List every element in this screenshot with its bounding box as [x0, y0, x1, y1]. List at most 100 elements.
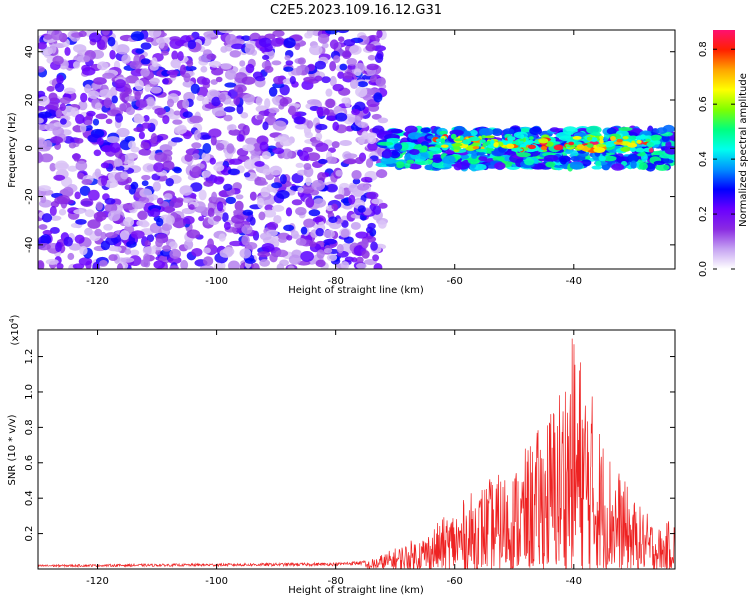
heatmap-cell [102, 72, 115, 79]
heatmap-cell [529, 126, 542, 136]
heatmap-cell [653, 150, 664, 156]
heatmap-cell [373, 263, 383, 269]
heatmap-cell [40, 234, 52, 245]
heatmap-cell [138, 131, 146, 140]
heatmap-cell [211, 191, 218, 203]
heatmap-cell [262, 209, 277, 218]
heatmap-cell [162, 78, 169, 85]
heatmap-cell [341, 220, 349, 228]
heatmap-cell [543, 154, 559, 162]
heatmap-cell [317, 33, 330, 44]
heatmap-cell [636, 139, 642, 144]
heatmap-cell [114, 246, 122, 253]
heatmap-cell [377, 117, 389, 124]
heatmap-cell [420, 127, 431, 134]
heatmap-cell [150, 86, 162, 94]
heatmap-cell [38, 105, 46, 112]
heatmap-cell [93, 149, 102, 157]
heatmap-cell [156, 197, 164, 205]
heatmap-cell [84, 84, 92, 94]
heatmap-cell [270, 37, 284, 47]
colorbar-tick-label: 0.0 [698, 261, 709, 277]
heatmap-cell [630, 160, 637, 169]
heatmap-cell [328, 216, 338, 224]
heatmap-cell [329, 39, 339, 50]
heatmap-cell [351, 108, 360, 116]
heatmap-cell [374, 53, 384, 64]
heatmap-cell [315, 132, 323, 141]
colorbar: 0.0 0.2 0.4 0.6 0.8 Normalized spectral ampl… [698, 30, 749, 277]
heatmap-cell [420, 141, 429, 147]
heatmap-cell [444, 150, 455, 155]
heatmap-cell [264, 98, 271, 109]
y-tick-label: 40 [24, 45, 35, 58]
heatmap-cell [468, 136, 481, 142]
heatmap-cell [231, 43, 245, 50]
heatmap-cell [49, 162, 57, 172]
snr-panel: -120 -100 -80 -60 -40 0.2 0.4 0.6 0.8 1.0 1.2 Heig… [7, 314, 676, 596]
heatmap-cell [272, 120, 287, 131]
heatmap-cell [297, 57, 306, 65]
heatmap-cell [357, 81, 369, 88]
x-tick-label: -40 [566, 276, 582, 287]
heatmap-cell [257, 197, 265, 209]
heatmap-cell [213, 215, 222, 222]
heatmap-cell [305, 177, 312, 186]
heatmap-cell [289, 76, 296, 85]
heatmap-cell [116, 263, 123, 269]
heatmap-cell [183, 72, 191, 83]
heatmap-cell [323, 248, 333, 254]
heatmap-cell [329, 75, 337, 87]
heatmap-cell [254, 161, 265, 167]
heatmap-cell [326, 254, 338, 262]
heatmap-cell [650, 134, 662, 141]
heatmap-cell [105, 118, 113, 125]
heatmap-cell [586, 125, 602, 135]
heatmap-cell [73, 209, 85, 215]
heatmap-cell [580, 159, 592, 167]
heatmap-cell [210, 135, 217, 146]
heatmap-cell [55, 109, 63, 118]
heatmap-cell [179, 185, 193, 196]
heatmap-cell [545, 141, 554, 147]
heatmap-cell [323, 238, 337, 245]
heatmap-cell [166, 69, 179, 75]
heatmap-cell [83, 55, 91, 63]
heatmap-cell [467, 156, 481, 165]
heatmap-cell [157, 174, 168, 182]
heatmap-cell [516, 152, 531, 158]
heatmap-cell [181, 197, 194, 203]
heatmap-cell [136, 220, 143, 227]
heatmap-cell [638, 162, 648, 171]
heatmap-cell [104, 198, 116, 205]
heatmap-cell [540, 146, 548, 151]
heatmap-cell [260, 186, 271, 198]
heatmap-cell [273, 75, 285, 85]
heatmap-cell [79, 185, 91, 197]
heatmap-cell [156, 217, 164, 227]
heatmap-cell [56, 263, 64, 269]
heatmap-cell [335, 112, 348, 122]
heatmap-cell [129, 60, 142, 70]
heatmap-cell [141, 180, 149, 187]
heatmap-cell [223, 106, 236, 113]
heatmap-cell [367, 222, 376, 230]
heatmap-cell [428, 147, 441, 152]
heatmap-cell [595, 160, 602, 167]
heatmap-cell [84, 227, 93, 236]
heatmap-cell [107, 210, 121, 222]
heatmap-cell [431, 160, 448, 169]
heatmap-cell [323, 108, 330, 115]
heatmap-cell [173, 125, 187, 135]
heatmap-cell [59, 96, 71, 105]
heatmap-cell [279, 174, 287, 185]
heatmap-cell [70, 107, 80, 118]
heatmap-cell [241, 76, 256, 85]
heatmap-cell [306, 120, 314, 129]
heatmap-cell [78, 257, 93, 266]
heatmap-cell [408, 163, 422, 170]
heatmap-cell [203, 180, 214, 187]
heatmap-cell [315, 123, 328, 131]
heatmap-cell [262, 54, 270, 61]
x-tick-label: -40 [566, 576, 582, 587]
